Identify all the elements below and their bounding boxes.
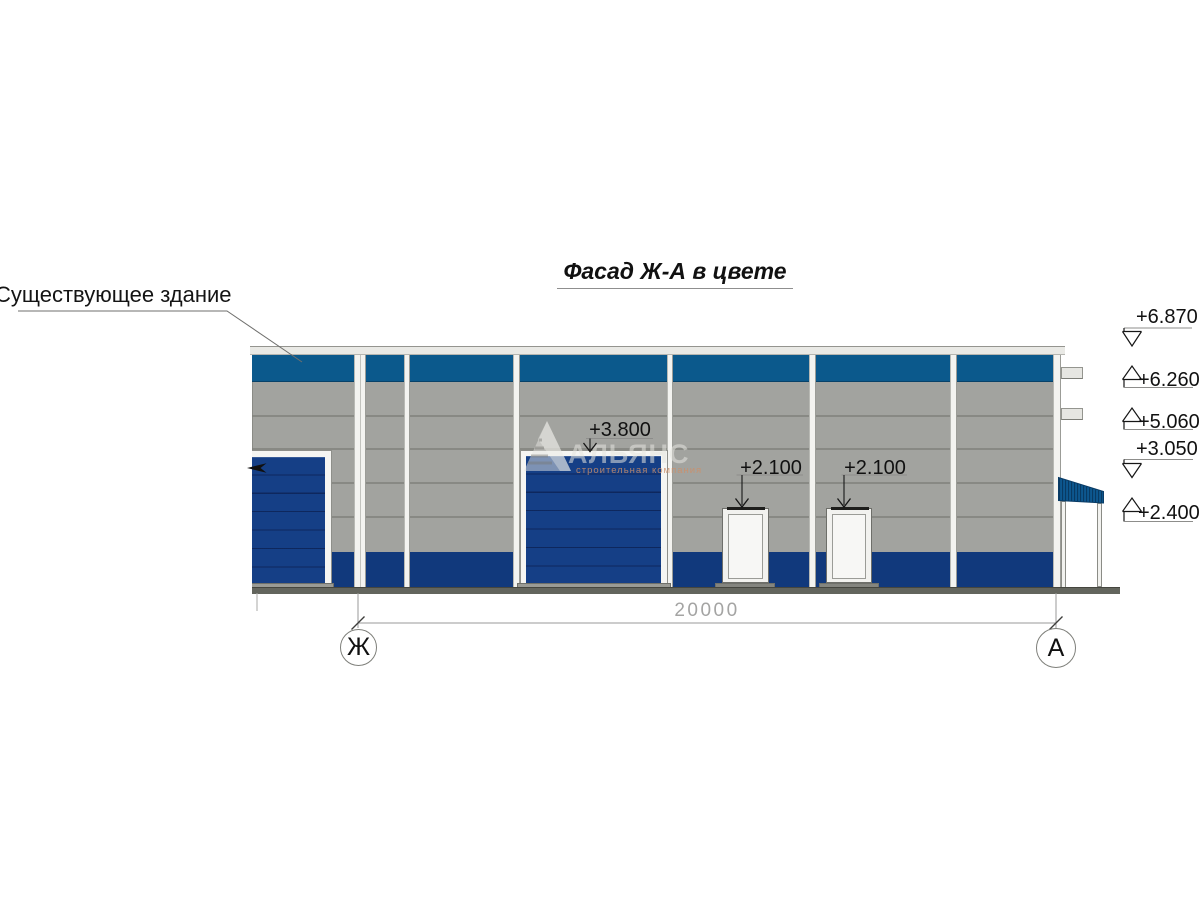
canopy-post-left	[1060, 500, 1066, 588]
level-label-entry-door-1: +2.100	[740, 456, 802, 479]
level-label-garage-door: +3.800	[589, 419, 651, 441]
column	[403, 354, 410, 587]
elevation-mark-5060: +5.060	[1138, 411, 1200, 433]
entry-door-2-lintel	[830, 507, 869, 510]
axis-label-a: А	[1047, 633, 1065, 662]
elevation-mark-2400: +2.400	[1138, 502, 1200, 524]
column-axis-a	[1053, 354, 1061, 587]
wall-beam-lower	[1061, 407, 1083, 420]
axis-bubble-zh: Ж	[340, 628, 377, 666]
dimension-20000: 20000	[674, 600, 740, 621]
elevation-mark-6870: +6.870	[1136, 306, 1198, 328]
entry-door-2	[825, 508, 872, 583]
elevation-mark-6260: +6.260	[1138, 369, 1200, 391]
panel-joint	[252, 415, 1061, 417]
drawing-title-wrap: Фасад Ж-А в цвете	[505, 258, 845, 289]
elevation-mark-3050: +3.050	[1136, 438, 1198, 460]
entry-door-1-lintel	[726, 507, 765, 510]
elevation-symbol-6870	[1121, 327, 1192, 348]
ground-line	[252, 587, 1120, 594]
wall-beam-upper	[1061, 367, 1083, 379]
panel-joint	[252, 448, 1061, 450]
watermark-tagline: строительная компания	[576, 465, 703, 476]
drawing-title: Фасад Ж-А в цвете	[557, 258, 793, 289]
existing-building-label: Существующее здание	[0, 282, 232, 307]
level-label-entry-door-2: +2.100	[844, 456, 906, 479]
column	[513, 354, 520, 587]
facade-top-blue-band	[252, 354, 1061, 382]
column-axis-zh	[354, 354, 366, 587]
canopy-post-right	[1096, 503, 1102, 587]
garage-door-center	[526, 456, 661, 584]
column	[808, 354, 816, 587]
stepped-pyramid-icon	[524, 421, 571, 471]
elevation-symbol-3050	[1122, 459, 1193, 479]
axis-bubble-a: А	[1036, 628, 1076, 668]
entry-door-1	[721, 508, 769, 583]
garage-door-left	[252, 456, 325, 584]
roof-coping	[250, 346, 1065, 355]
axis-label-zh: Ж	[346, 632, 371, 661]
column	[949, 354, 957, 587]
canopy	[1058, 476, 1104, 504]
